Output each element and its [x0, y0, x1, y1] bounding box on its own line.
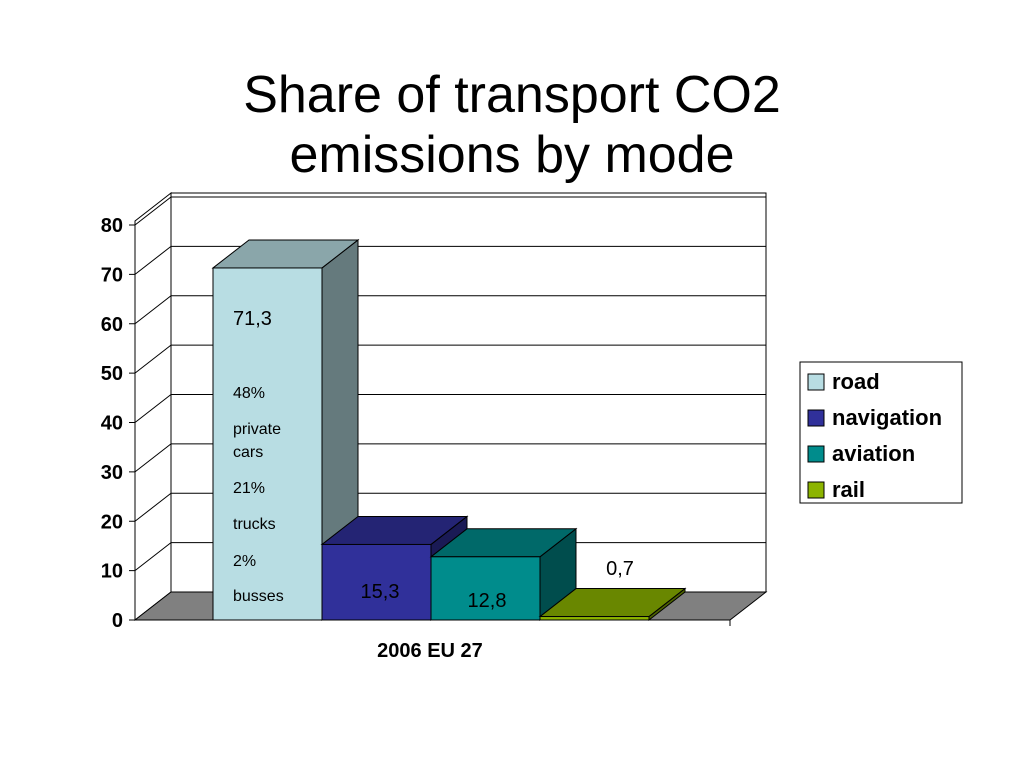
bar-front-aviation	[430, 556, 541, 621]
bar-navigation	[320, 515, 469, 622]
road-annotation: private	[233, 421, 281, 438]
bar-front-navigation	[321, 543, 432, 621]
title-line-1: Share of transport CO2	[243, 65, 781, 124]
gridline-side	[134, 542, 172, 572]
y-tick-label: 10	[101, 561, 123, 583]
y-tick-label: 60	[101, 314, 123, 336]
legend-label-rail: rail	[832, 477, 865, 502]
road-annotation: busses	[233, 588, 284, 605]
category-label: 2006 EU 27	[377, 640, 483, 662]
legend-swatch-rail	[807, 481, 825, 499]
y-tick-label: 30	[101, 462, 123, 484]
data-labels: 71,3 15,3 12,8 0,7 48% private cars 21% trucks 2%…	[233, 308, 634, 612]
gridline-side	[134, 344, 172, 374]
y-tick-label: 50	[101, 363, 123, 385]
road-annotation: 2%	[233, 553, 256, 570]
data-label-navigation: 15,3	[361, 581, 400, 603]
data-label-road: 71,3	[233, 308, 272, 330]
left-wall	[134, 191, 172, 622]
legend-swatch-road	[807, 373, 825, 391]
bars	[211, 238, 687, 622]
bar-aviation	[429, 527, 578, 622]
bar-front-road	[212, 267, 323, 621]
gridline-side	[134, 443, 172, 473]
y-tick-label: 0	[112, 610, 123, 632]
y-tick-label: 80	[101, 215, 123, 237]
bar-rail	[538, 587, 687, 622]
y-axis-ticks: 0 10 20 30 40 50 60 70 80	[101, 215, 731, 632]
gridline-side	[134, 245, 172, 275]
data-label-aviation: 12,8	[468, 590, 507, 612]
legend-label-navigation: navigation	[832, 405, 942, 430]
bar-road	[211, 238, 360, 622]
data-label-rail: 0,7	[606, 558, 634, 580]
y-tick-label: 40	[101, 413, 123, 435]
legend-swatch-aviation	[807, 445, 825, 463]
legend: road navigation aviation rail	[799, 361, 963, 504]
bar-front-rail	[539, 616, 650, 621]
legend-label-aviation: aviation	[832, 441, 915, 466]
y-tick-label: 70	[101, 264, 123, 286]
gridline-side	[134, 492, 172, 522]
road-annotation: 21%	[233, 480, 265, 497]
slide-title: Share of transport CO2 emissions by mode	[0, 65, 1024, 185]
title-line-2: emissions by mode	[289, 125, 735, 184]
road-annotation: 48%	[233, 385, 265, 402]
legend-swatch-navigation	[807, 409, 825, 427]
road-annotation: cars	[233, 444, 263, 461]
road-annotation: trucks	[233, 516, 276, 533]
legend-label-road: road	[832, 369, 880, 394]
gridline-side	[134, 196, 172, 226]
gridline-side	[134, 295, 172, 325]
gridline-side	[134, 394, 172, 423]
legend-box	[799, 361, 963, 504]
y-tick-label: 20	[101, 511, 123, 533]
